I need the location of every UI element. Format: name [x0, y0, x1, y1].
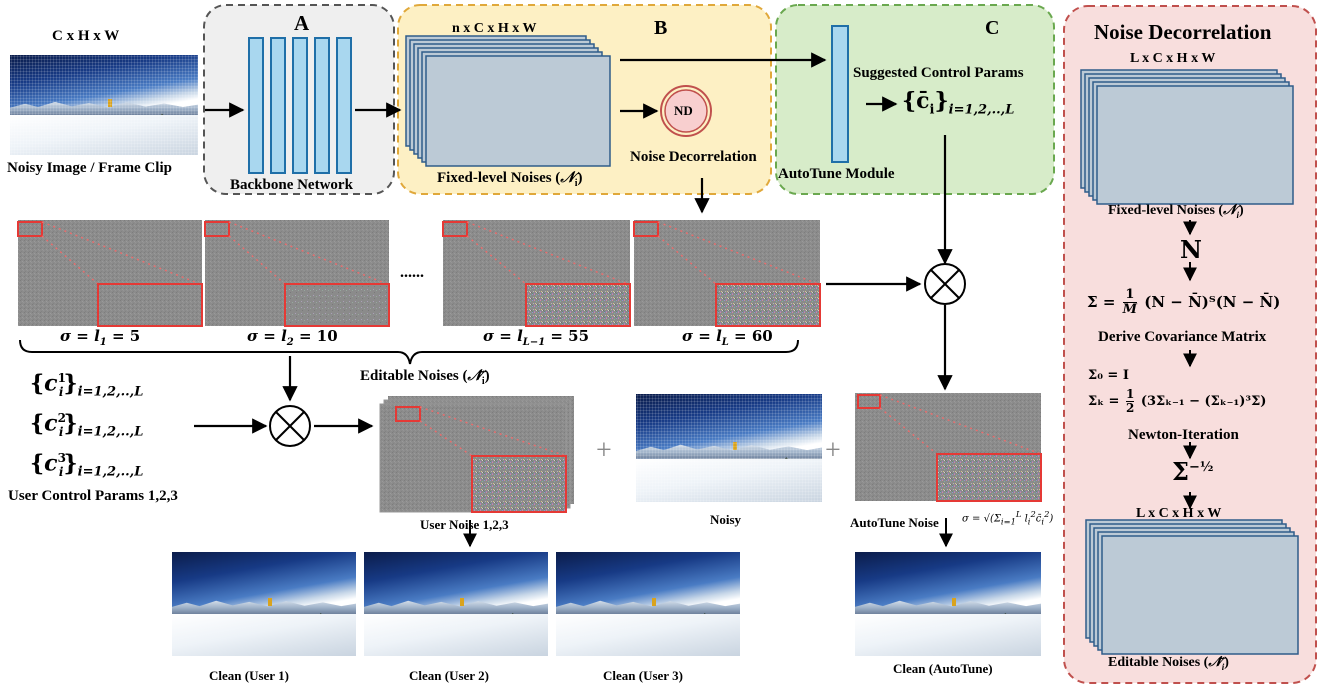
level-label-L: σ = lL = 60 [682, 327, 773, 348]
nd-panel-title: Noise Decorrelation [1094, 20, 1272, 44]
clean-image-user-1 [172, 552, 356, 656]
autotune-bar [831, 25, 849, 163]
user-param-2: {c2i}i=1,2,..,L [30, 410, 144, 440]
nd-panel-fixed-caption: Fixed-level Noises (𝒩i) [1108, 203, 1244, 220]
nd-stack-top [1080, 69, 1294, 205]
clean-caption-user-1: Clean (User 1) [209, 668, 289, 683]
nd-panel-dims-bottom: L x C x H x W [1136, 506, 1222, 521]
level-label-2: σ = l2 = 10 [247, 327, 338, 348]
autotune-caption: AutoTune Module [778, 166, 895, 182]
noisy-caption: Noisy [710, 512, 742, 527]
user-noise-stack [379, 396, 574, 513]
backbone-caption: Backbone Network [230, 177, 353, 193]
nd-panel-editable-caption: Editable Noises (𝒩̃i) [1108, 655, 1229, 672]
input-dims: C x H x W [52, 28, 120, 44]
suggested-params-expr: {c̄i}i=1,2,..,L [902, 88, 1015, 118]
autotune-noise-caption: AutoTune Noise [850, 515, 939, 530]
autotune-noise-tile [855, 393, 1042, 502]
nd-panel-dims-top: L x C x H x W [1130, 51, 1216, 66]
nd-panel-newton-caption: Newton-Iteration [1128, 427, 1239, 443]
clean-image-user-2 [364, 552, 548, 656]
nd-circle-outer [660, 85, 712, 137]
fixed-noise-caption: Fixed-level Noises (𝒩i) [437, 168, 583, 189]
panel-a-letter: A [294, 11, 310, 35]
editable-noises-caption: Editable Noises (𝒩̃i) [360, 366, 490, 387]
input-caption: Noisy Image / Frame Clip [7, 160, 172, 176]
backbone-bars [248, 37, 352, 174]
noise-tile-1 [17, 220, 203, 327]
noisy-input-image [10, 55, 198, 155]
clean-image-user-3 [556, 552, 740, 656]
noisy-image-middle [636, 394, 822, 502]
nd-stack-bottom [1085, 519, 1299, 655]
level-label-L-1: σ = lL−1 = 55 [483, 327, 590, 348]
nd-panel-sigmak: Σₖ = 1 2 (3Σₖ₋₁ − (Σₖ₋₁)³Σ) [1088, 387, 1267, 416]
user-param-3: {c3i}i=1,2,..,L [30, 450, 144, 480]
nd-panel-inv-sqrt: Σ−½ [1172, 457, 1214, 486]
user-params-caption: User Control Params 1,2,3 [8, 488, 178, 504]
nd-panel-N: N [1180, 235, 1202, 264]
fixed-noise-dims: n x C x H x W [452, 21, 537, 36]
fixed-noise-stack [405, 35, 611, 167]
suggested-params-title: Suggested Control Params [853, 65, 1024, 81]
ellipsis: ...... [400, 264, 424, 281]
clean-image-autotune [855, 552, 1041, 656]
nd-circle-label: ND [674, 103, 693, 118]
panel-c-letter: C [985, 17, 1000, 39]
plus-1: + [596, 435, 612, 466]
user-param-1: {c1i}i=1,2,..,L [30, 370, 144, 400]
otimes-autotune [924, 263, 966, 305]
noise-tile-L [633, 220, 821, 327]
clean-caption-user-2: Clean (User 2) [409, 668, 489, 683]
nd-panel-sigma-formula: Σ = 1 M (N − N̄)ᵀ(N − N̄) [1087, 287, 1281, 318]
noise-tile-L-1 [442, 220, 631, 327]
otimes-user [269, 405, 311, 447]
nd-caption: Noise Decorrelation [630, 149, 757, 165]
panel-b-letter: B [654, 17, 668, 39]
nd-panel-sigma0: Σ₀ = I [1088, 368, 1129, 383]
noise-tile-2 [204, 220, 390, 327]
autotune-sigma-formula: σ = √(Σi=1L li2c̄i2) [962, 509, 1054, 527]
clean-caption-autotune: Clean (AutoTune) [893, 661, 993, 676]
editable-brace [19, 339, 799, 365]
nd-circle-inner [664, 89, 708, 133]
nd-panel-cov-caption: Derive Covariance Matrix [1098, 329, 1267, 345]
user-noise-caption: User Noise 1,2,3 [420, 517, 509, 532]
plus-2: + [825, 435, 841, 466]
level-label-1: σ = l1 = 5 [60, 327, 141, 348]
clean-caption-user-3: Clean (User 3) [603, 668, 683, 683]
